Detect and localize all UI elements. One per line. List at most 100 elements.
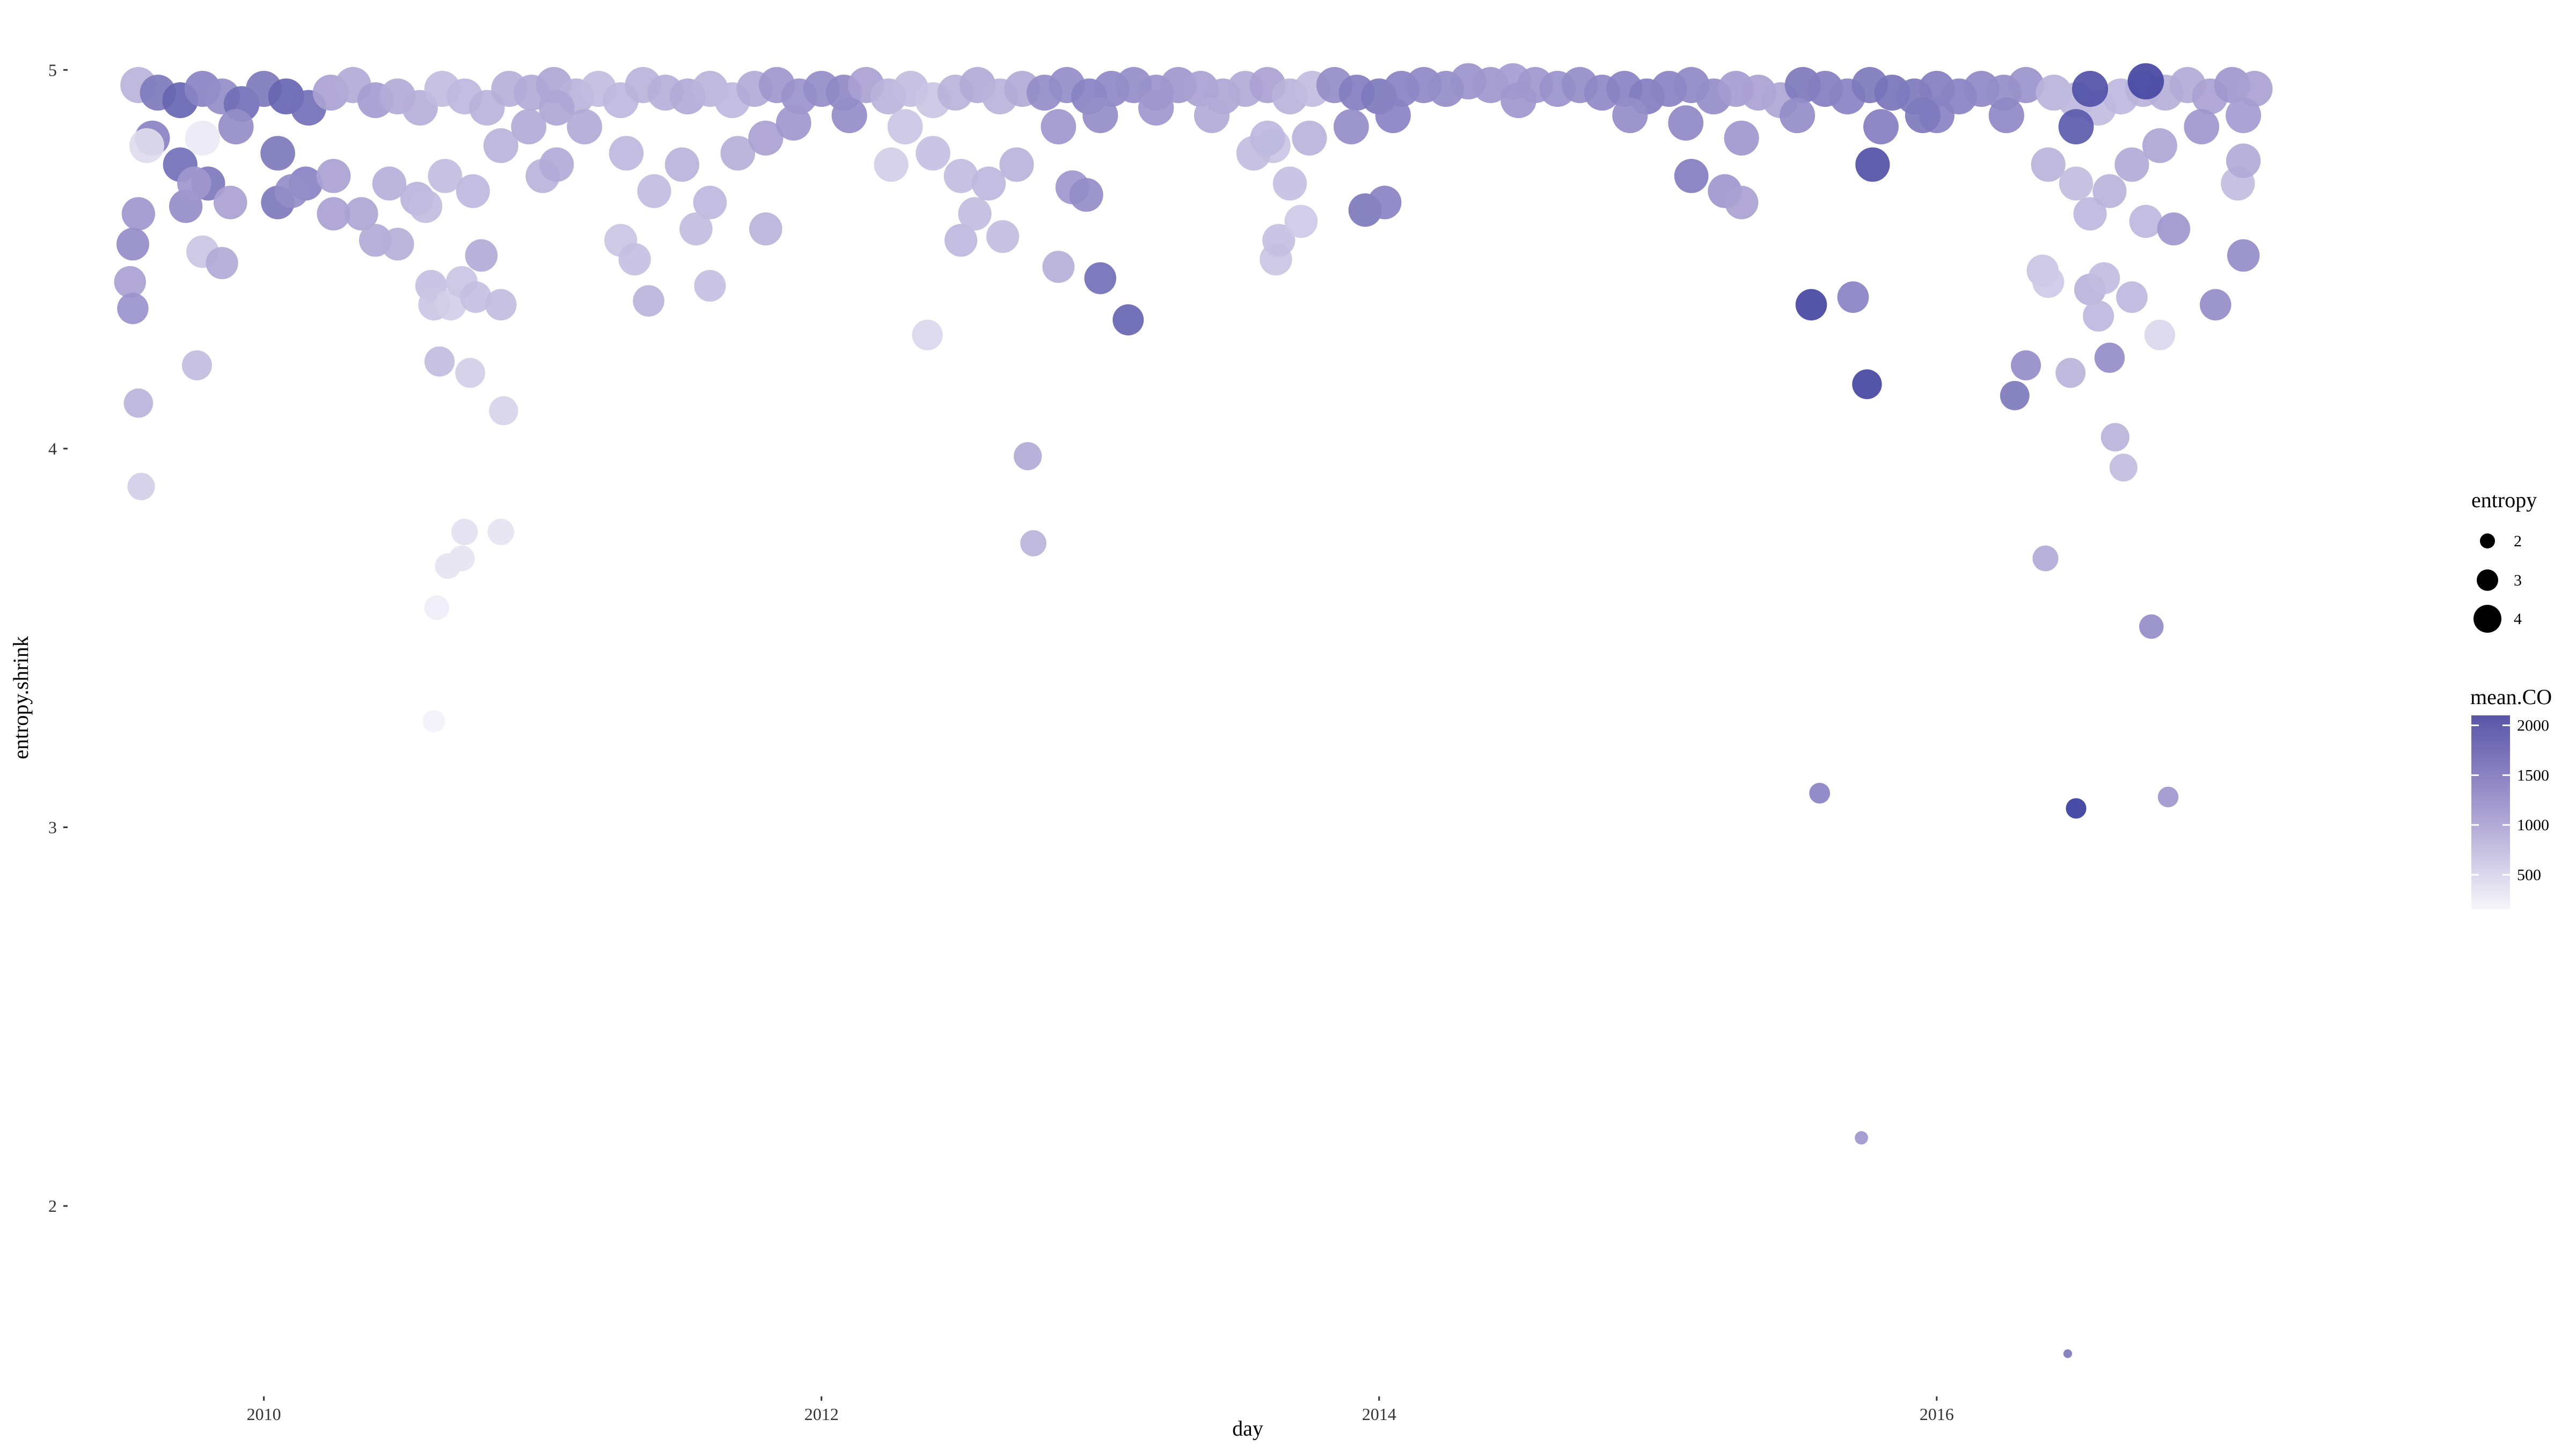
color-legend-ticks: 500 1000 1500 2000 — [2471, 717, 2549, 884]
x-axis: 2010 2012 2014 2016 — [247, 1396, 1954, 1424]
data-point — [2088, 262, 2120, 295]
data-point — [1724, 186, 1759, 219]
data-point — [943, 159, 978, 193]
data-point — [1042, 251, 1075, 283]
data-point — [1852, 369, 1882, 399]
data-point — [2058, 109, 2094, 144]
data-point — [424, 346, 455, 377]
data-point — [2101, 423, 2129, 452]
data-point — [2157, 212, 2191, 246]
data-point — [1284, 204, 1318, 238]
data-point — [874, 147, 909, 182]
data-point — [1333, 109, 1369, 144]
data-point — [1272, 166, 1307, 201]
data-point — [539, 147, 574, 182]
data-point — [2129, 204, 2163, 238]
data-point — [129, 128, 164, 163]
data-point — [424, 595, 449, 620]
data-point — [1020, 530, 1046, 557]
data-point — [485, 289, 517, 321]
data-point — [177, 166, 211, 201]
data-point — [2063, 1349, 2072, 1358]
data-point — [679, 212, 713, 246]
data-point — [260, 136, 295, 171]
data-point — [986, 220, 1019, 253]
data-point — [2008, 67, 2044, 104]
data-point — [2109, 453, 2138, 482]
data-point — [2227, 239, 2260, 272]
data-point — [483, 128, 518, 163]
data-point — [2139, 614, 2164, 639]
data-point — [2142, 128, 2177, 163]
data-point — [1250, 120, 1285, 156]
data-point — [1041, 109, 1077, 144]
data-point — [316, 159, 351, 193]
data-point — [567, 109, 602, 144]
points-layer — [114, 63, 2273, 1358]
data-point — [2226, 97, 2262, 134]
data-point — [1855, 1131, 1868, 1145]
data-point — [2226, 143, 2261, 178]
data-point — [2157, 786, 2179, 808]
data-point — [1809, 782, 1831, 804]
data-point — [720, 136, 756, 171]
data-point — [274, 174, 309, 208]
color-legend-title: mean.CO — [2470, 685, 2552, 709]
color-legend-tick-label: 1000 — [2517, 816, 2549, 834]
x-tick-label: 2016 — [1920, 1404, 1954, 1424]
data-point — [372, 166, 407, 201]
data-point — [206, 247, 238, 280]
data-point — [2073, 197, 2107, 231]
data-point — [123, 388, 153, 418]
data-point — [2184, 109, 2220, 144]
data-point — [1194, 97, 1230, 134]
y-axis-title: entropy.shrink — [9, 636, 33, 759]
data-point — [1292, 120, 1327, 156]
data-point — [116, 228, 149, 261]
data-point — [2032, 545, 2059, 572]
y-tick-label: 5 — [48, 60, 57, 79]
size-legend: entropy 2 3 4 — [2471, 488, 2537, 633]
data-point — [999, 147, 1034, 182]
y-axis: 2 3 4 5 — [48, 60, 68, 1216]
data-point — [664, 147, 699, 182]
data-point — [456, 174, 490, 208]
data-point — [1863, 109, 1899, 144]
data-point — [2066, 798, 2087, 819]
size-legend-swatch-3 — [2477, 569, 2498, 591]
color-legend: mean.CO 500 1000 1500 2000 — [2470, 685, 2552, 910]
data-point — [916, 136, 950, 171]
data-point — [609, 136, 644, 171]
x-tick-label: 2010 — [247, 1404, 281, 1424]
data-point — [633, 285, 664, 317]
data-point — [408, 189, 443, 223]
data-point — [1612, 97, 1648, 134]
data-point — [460, 281, 492, 313]
data-point — [2072, 71, 2109, 107]
size-legend-label-2: 2 — [2514, 532, 2522, 550]
data-point — [1013, 442, 1042, 471]
data-point — [775, 105, 811, 141]
data-point — [127, 472, 155, 501]
data-point — [2000, 380, 2030, 411]
data-point — [912, 319, 943, 350]
data-point — [1367, 186, 1402, 219]
size-legend-swatch-2 — [2480, 533, 2495, 548]
data-point — [971, 166, 1006, 201]
data-point — [422, 710, 445, 733]
y-tick-label: 4 — [48, 439, 57, 458]
data-point — [489, 396, 518, 426]
data-point — [944, 224, 978, 257]
data-point — [693, 186, 727, 219]
y-tick-label: 2 — [48, 1196, 57, 1216]
data-point — [2059, 166, 2094, 201]
data-point — [1069, 178, 1103, 212]
color-legend-bar — [2471, 715, 2510, 910]
data-point — [749, 212, 782, 246]
y-tick-label: 3 — [48, 818, 57, 837]
data-point — [538, 90, 575, 126]
data-point — [487, 518, 514, 545]
data-point — [1084, 262, 1116, 295]
data-point — [1855, 147, 1890, 182]
data-point — [2031, 147, 2066, 182]
